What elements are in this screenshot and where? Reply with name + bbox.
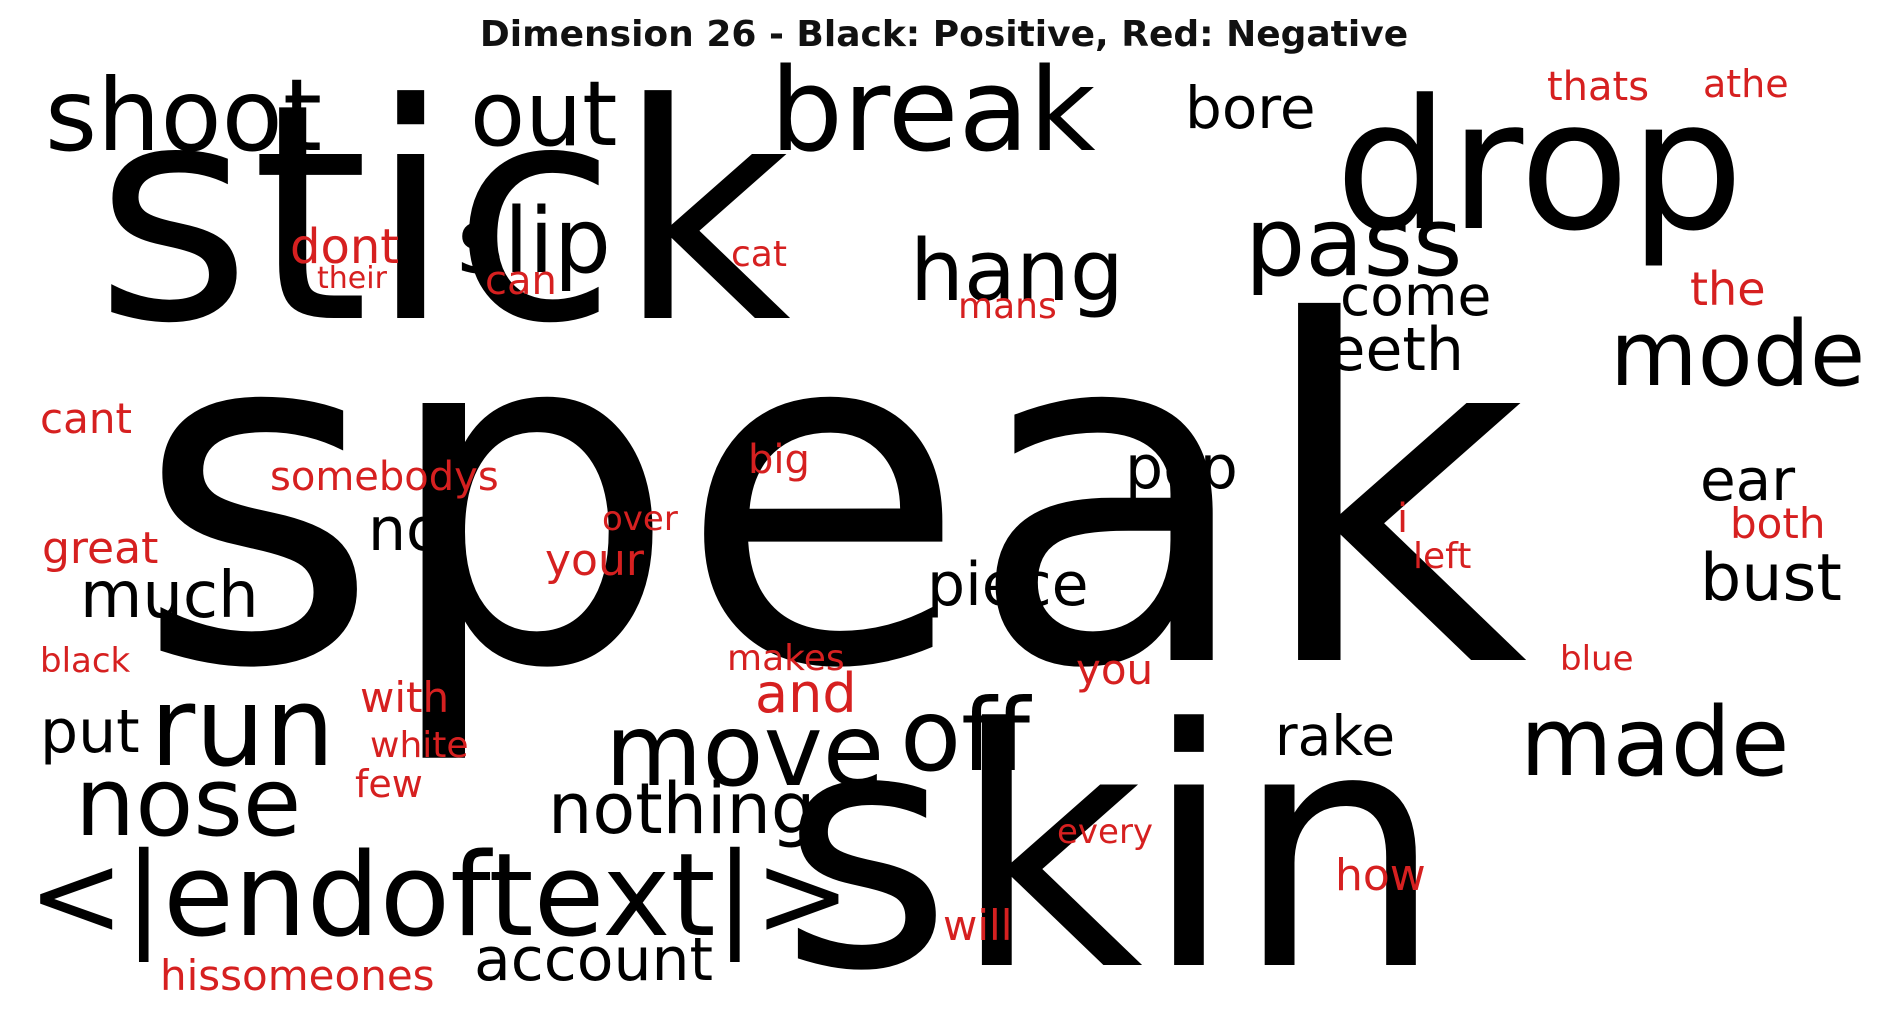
word-few: few (355, 762, 423, 806)
word-off: off (900, 677, 1032, 794)
word-left: left (1413, 536, 1471, 577)
word-blue: blue (1560, 639, 1634, 679)
word-can: can (485, 258, 557, 304)
word-stick: stick (95, 40, 791, 389)
word-both: both (1730, 499, 1825, 548)
word-come: come (1340, 264, 1491, 328)
word-teeth: teeth (1305, 315, 1464, 385)
word-rake: rake (1275, 704, 1395, 768)
word-mans: mans (958, 286, 1057, 327)
word-out: out (470, 62, 617, 167)
word-over: over (602, 499, 678, 539)
word-white: white (370, 725, 469, 766)
word-not: not (368, 495, 466, 565)
word-run: run (150, 663, 335, 791)
word-i: i (1397, 496, 1408, 542)
word-great: great (42, 523, 158, 574)
word-skin: skin (780, 659, 1444, 1010)
word-with: with (360, 673, 449, 722)
word-black: black (40, 641, 131, 681)
word-put: put (40, 697, 140, 767)
word-somebodys: somebodys (270, 454, 499, 500)
word-endoftext: <|endoftext|> (28, 829, 851, 963)
word-piece: piece (927, 550, 1089, 620)
word-bore: bore (1185, 74, 1316, 142)
word-nothing: nothing (548, 768, 815, 850)
word-drop: drop (1335, 62, 1744, 271)
word-you: you (1076, 645, 1153, 694)
word-bust: bust (1700, 541, 1842, 616)
word-much: much (80, 559, 259, 633)
word-every: every (1057, 812, 1153, 852)
word-move: move (605, 692, 884, 809)
word-cat: cat (731, 234, 787, 275)
word-hissomeones: hissomeones (160, 951, 435, 1000)
word-pass: pass (1245, 188, 1463, 298)
word-your: your (545, 535, 645, 586)
word-will: will (943, 901, 1012, 950)
word-the: the (1690, 262, 1766, 316)
word-pop: pop (1125, 433, 1238, 503)
word-thats: thats (1547, 64, 1649, 110)
word-makes: makes (727, 638, 845, 679)
word-how: how (1335, 850, 1426, 901)
word-cant: cant (40, 394, 132, 443)
word-made: made (1520, 688, 1790, 798)
word-dont: dont (290, 219, 399, 275)
word-slip: slip (457, 189, 611, 294)
word-big: big (748, 437, 810, 483)
word-break: break (770, 44, 1096, 178)
chart-title: Dimension 26 - Black: Positive, Red: Neg… (479, 14, 1409, 55)
word-their: their (317, 261, 388, 296)
word-shoot: shoot (45, 57, 322, 174)
word-and: and (755, 662, 857, 725)
word-speak: speak (135, 224, 1528, 771)
word-mode: mode (1610, 302, 1865, 407)
word-ear: ear (1700, 446, 1795, 514)
word-hang: hang (910, 222, 1124, 321)
word-nose: nose (75, 748, 301, 858)
word-athe: athe (1703, 62, 1789, 106)
word-account: account (474, 925, 713, 995)
